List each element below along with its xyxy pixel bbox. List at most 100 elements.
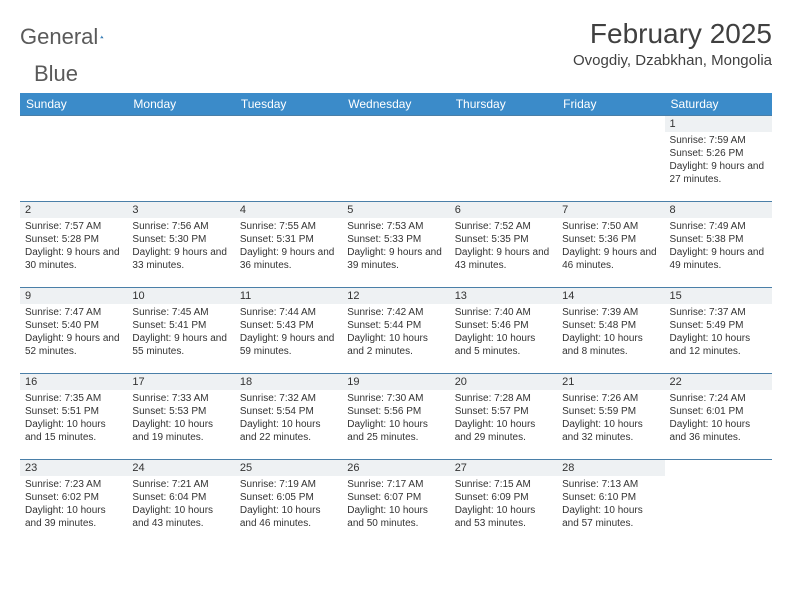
day-number: 27: [450, 460, 557, 476]
calendar-cell: 19Sunrise: 7:30 AMSunset: 5:56 PMDayligh…: [342, 374, 449, 460]
calendar-cell: 23Sunrise: 7:23 AMSunset: 6:02 PMDayligh…: [20, 460, 127, 546]
day-number: 5: [342, 202, 449, 218]
calendar-cell: 26Sunrise: 7:17 AMSunset: 6:07 PMDayligh…: [342, 460, 449, 546]
day-content: Sunrise: 7:32 AMSunset: 5:54 PMDaylight:…: [235, 390, 342, 448]
logo: General: [20, 18, 124, 50]
day-number: 23: [20, 460, 127, 476]
calendar-row: 23Sunrise: 7:23 AMSunset: 6:02 PMDayligh…: [20, 460, 772, 546]
day-number: 17: [127, 374, 234, 390]
day-content: Sunrise: 7:30 AMSunset: 5:56 PMDaylight:…: [342, 390, 449, 448]
calendar-cell: 16Sunrise: 7:35 AMSunset: 5:51 PMDayligh…: [20, 374, 127, 460]
calendar-cell: 17Sunrise: 7:33 AMSunset: 5:53 PMDayligh…: [127, 374, 234, 460]
calendar-row: 16Sunrise: 7:35 AMSunset: 5:51 PMDayligh…: [20, 374, 772, 460]
calendar-cell: 27Sunrise: 7:15 AMSunset: 6:09 PMDayligh…: [450, 460, 557, 546]
calendar-cell: 24Sunrise: 7:21 AMSunset: 6:04 PMDayligh…: [127, 460, 234, 546]
calendar-row: 9Sunrise: 7:47 AMSunset: 5:40 PMDaylight…: [20, 288, 772, 374]
calendar-cell: 28Sunrise: 7:13 AMSunset: 6:10 PMDayligh…: [557, 460, 664, 546]
day-number: 26: [342, 460, 449, 476]
day-content: Sunrise: 7:44 AMSunset: 5:43 PMDaylight:…: [235, 304, 342, 362]
day-content: Sunrise: 7:26 AMSunset: 5:59 PMDaylight:…: [557, 390, 664, 448]
day-number: 16: [20, 374, 127, 390]
day-content: Sunrise: 7:37 AMSunset: 5:49 PMDaylight:…: [665, 304, 772, 362]
day-content: Sunrise: 7:59 AMSunset: 5:26 PMDaylight:…: [665, 132, 772, 190]
weekday-header: Friday: [557, 93, 664, 116]
day-content: Sunrise: 7:52 AMSunset: 5:35 PMDaylight:…: [450, 218, 557, 276]
day-content: Sunrise: 7:49 AMSunset: 5:38 PMDaylight:…: [665, 218, 772, 276]
weekday-header: Thursday: [450, 93, 557, 116]
day-content: Sunrise: 7:23 AMSunset: 6:02 PMDaylight:…: [20, 476, 127, 534]
calendar-cell: 18Sunrise: 7:32 AMSunset: 5:54 PMDayligh…: [235, 374, 342, 460]
weekday-header: Monday: [127, 93, 234, 116]
day-content: Sunrise: 7:35 AMSunset: 5:51 PMDaylight:…: [20, 390, 127, 448]
day-number: 2: [20, 202, 127, 218]
day-number: 21: [557, 374, 664, 390]
day-number: 1: [665, 116, 772, 132]
day-number: 4: [235, 202, 342, 218]
month-title: February 2025: [573, 18, 772, 50]
day-number: 12: [342, 288, 449, 304]
calendar-cell: 20Sunrise: 7:28 AMSunset: 5:57 PMDayligh…: [450, 374, 557, 460]
logo-sail-icon: [100, 27, 104, 47]
calendar-cell: [557, 116, 664, 202]
day-content: Sunrise: 7:33 AMSunset: 5:53 PMDaylight:…: [127, 390, 234, 448]
weekday-header: Tuesday: [235, 93, 342, 116]
calendar-cell: 5Sunrise: 7:53 AMSunset: 5:33 PMDaylight…: [342, 202, 449, 288]
weekday-header: Sunday: [20, 93, 127, 116]
calendar-cell: 14Sunrise: 7:39 AMSunset: 5:48 PMDayligh…: [557, 288, 664, 374]
calendar-row: 1Sunrise: 7:59 AMSunset: 5:26 PMDaylight…: [20, 116, 772, 202]
calendar-cell: [20, 116, 127, 202]
day-number: 6: [450, 202, 557, 218]
calendar-cell: [665, 460, 772, 546]
day-number: 19: [342, 374, 449, 390]
day-content: Sunrise: 7:55 AMSunset: 5:31 PMDaylight:…: [235, 218, 342, 276]
calendar-cell: [342, 116, 449, 202]
location: Ovogdiy, Dzabkhan, Mongolia: [573, 52, 772, 69]
day-content: Sunrise: 7:45 AMSunset: 5:41 PMDaylight:…: [127, 304, 234, 362]
weekday-header: Saturday: [665, 93, 772, 116]
day-content: Sunrise: 7:28 AMSunset: 5:57 PMDaylight:…: [450, 390, 557, 448]
day-content: Sunrise: 7:39 AMSunset: 5:48 PMDaylight:…: [557, 304, 664, 362]
day-number: 3: [127, 202, 234, 218]
day-number: 22: [665, 374, 772, 390]
calendar-cell: 7Sunrise: 7:50 AMSunset: 5:36 PMDaylight…: [557, 202, 664, 288]
calendar-cell: 11Sunrise: 7:44 AMSunset: 5:43 PMDayligh…: [235, 288, 342, 374]
day-number: 24: [127, 460, 234, 476]
calendar-cell: 1Sunrise: 7:59 AMSunset: 5:26 PMDaylight…: [665, 116, 772, 202]
calendar-cell: 9Sunrise: 7:47 AMSunset: 5:40 PMDaylight…: [20, 288, 127, 374]
day-content: Sunrise: 7:47 AMSunset: 5:40 PMDaylight:…: [20, 304, 127, 362]
calendar-cell: 22Sunrise: 7:24 AMSunset: 6:01 PMDayligh…: [665, 374, 772, 460]
day-number: 15: [665, 288, 772, 304]
day-number: 13: [450, 288, 557, 304]
day-number: 14: [557, 288, 664, 304]
day-number: 10: [127, 288, 234, 304]
day-content: Sunrise: 7:21 AMSunset: 6:04 PMDaylight:…: [127, 476, 234, 534]
day-content: Sunrise: 7:42 AMSunset: 5:44 PMDaylight:…: [342, 304, 449, 362]
calendar-row: 2Sunrise: 7:57 AMSunset: 5:28 PMDaylight…: [20, 202, 772, 288]
day-content: Sunrise: 7:50 AMSunset: 5:36 PMDaylight:…: [557, 218, 664, 276]
calendar-cell: 10Sunrise: 7:45 AMSunset: 5:41 PMDayligh…: [127, 288, 234, 374]
day-content: Sunrise: 7:56 AMSunset: 5:30 PMDaylight:…: [127, 218, 234, 276]
calendar-cell: 15Sunrise: 7:37 AMSunset: 5:49 PMDayligh…: [665, 288, 772, 374]
calendar-cell: 13Sunrise: 7:40 AMSunset: 5:46 PMDayligh…: [450, 288, 557, 374]
calendar-cell: [235, 116, 342, 202]
day-content: Sunrise: 7:15 AMSunset: 6:09 PMDaylight:…: [450, 476, 557, 534]
calendar-cell: 8Sunrise: 7:49 AMSunset: 5:38 PMDaylight…: [665, 202, 772, 288]
calendar-cell: 12Sunrise: 7:42 AMSunset: 5:44 PMDayligh…: [342, 288, 449, 374]
day-content: Sunrise: 7:53 AMSunset: 5:33 PMDaylight:…: [342, 218, 449, 276]
logo-word2: Blue: [34, 61, 78, 87]
calendar-cell: 3Sunrise: 7:56 AMSunset: 5:30 PMDaylight…: [127, 202, 234, 288]
day-number: 7: [557, 202, 664, 218]
weekday-row: SundayMondayTuesdayWednesdayThursdayFrid…: [20, 93, 772, 116]
day-number: 9: [20, 288, 127, 304]
day-number: 20: [450, 374, 557, 390]
calendar-cell: 4Sunrise: 7:55 AMSunset: 5:31 PMDaylight…: [235, 202, 342, 288]
calendar-cell: 2Sunrise: 7:57 AMSunset: 5:28 PMDaylight…: [20, 202, 127, 288]
calendar-cell: [127, 116, 234, 202]
day-number: 28: [557, 460, 664, 476]
day-content: Sunrise: 7:40 AMSunset: 5:46 PMDaylight:…: [450, 304, 557, 362]
day-content: Sunrise: 7:24 AMSunset: 6:01 PMDaylight:…: [665, 390, 772, 448]
calendar: SundayMondayTuesdayWednesdayThursdayFrid…: [20, 93, 772, 546]
calendar-cell: 21Sunrise: 7:26 AMSunset: 5:59 PMDayligh…: [557, 374, 664, 460]
day-number: 11: [235, 288, 342, 304]
weekday-header: Wednesday: [342, 93, 449, 116]
